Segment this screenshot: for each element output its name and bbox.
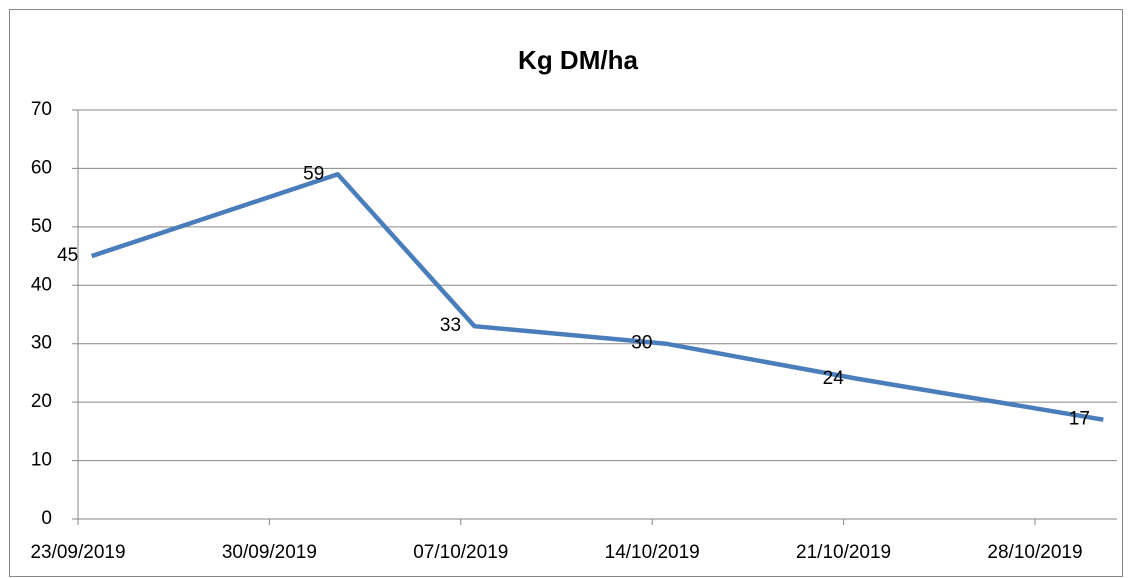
y-tick-label: 10 [31, 450, 52, 471]
series-line [90, 172, 1104, 422]
data-label: 17 [1069, 409, 1090, 430]
x-tick-label: 28/10/2019 [987, 542, 1082, 563]
data-label: 24 [823, 368, 845, 389]
y-tick-label: 70 [31, 99, 52, 120]
data-label: 33 [440, 315, 461, 336]
data-label: 59 [303, 163, 324, 184]
x-tick-label: 23/09/2019 [30, 542, 125, 563]
data-label: 45 [57, 245, 78, 266]
y-tick-label: 40 [31, 274, 52, 295]
y-tick-label: 20 [31, 391, 52, 412]
x-tick-label: 30/09/2019 [222, 542, 317, 563]
y-tick-label: 30 [31, 333, 52, 354]
x-tick-label: 14/10/2019 [605, 542, 700, 563]
y-tick-label: 50 [31, 216, 52, 237]
chart-border [9, 9, 1123, 577]
chart-title: Kg DM/ha [518, 45, 638, 75]
data-label: 30 [631, 333, 652, 354]
x-tick-label: 07/10/2019 [413, 542, 508, 563]
x-tick-label: 21/10/2019 [796, 542, 891, 563]
y-tick-label: 0 [41, 508, 52, 529]
y-tick-label: 60 [31, 157, 52, 178]
